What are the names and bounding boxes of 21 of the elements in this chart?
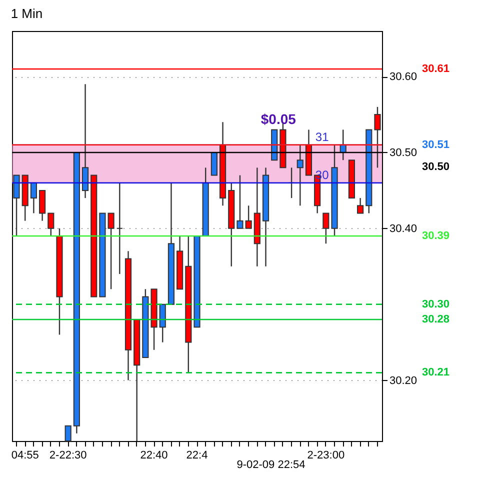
band-label: $0.05 [260,110,296,127]
ref-line-label: 30.51 [422,138,450,151]
ref-line-label: 30.21 [422,366,450,379]
chart-title: 1 Min [10,6,43,21]
ref-line-label: 30.61 [422,62,450,75]
ref-line-label: 30.30 [422,298,450,310]
ref-line-label: 30.50 [422,160,450,173]
x-tick-label: 22:4 [186,450,208,462]
y-tick-label: 30.60 [390,71,418,84]
x-tick-label: 04:55 [11,450,39,462]
x-tick-label: 22:40 [140,450,168,462]
y-tick-label: 30.50 [390,146,418,159]
y-tick-label: 30.40 [390,222,418,235]
annotation: 31 [315,130,330,144]
annotation: 30 [315,168,330,182]
y-tick-label: 30.20 [390,374,418,387]
ref-line-label: 30.39 [422,230,450,242]
x-tick-label: 2-23:00 [307,450,345,462]
x-tick-label: 2-22:30 [49,450,87,462]
text: 9-02-09 22:54 [236,459,306,471]
ref-line-label: 30.28 [422,314,450,326]
